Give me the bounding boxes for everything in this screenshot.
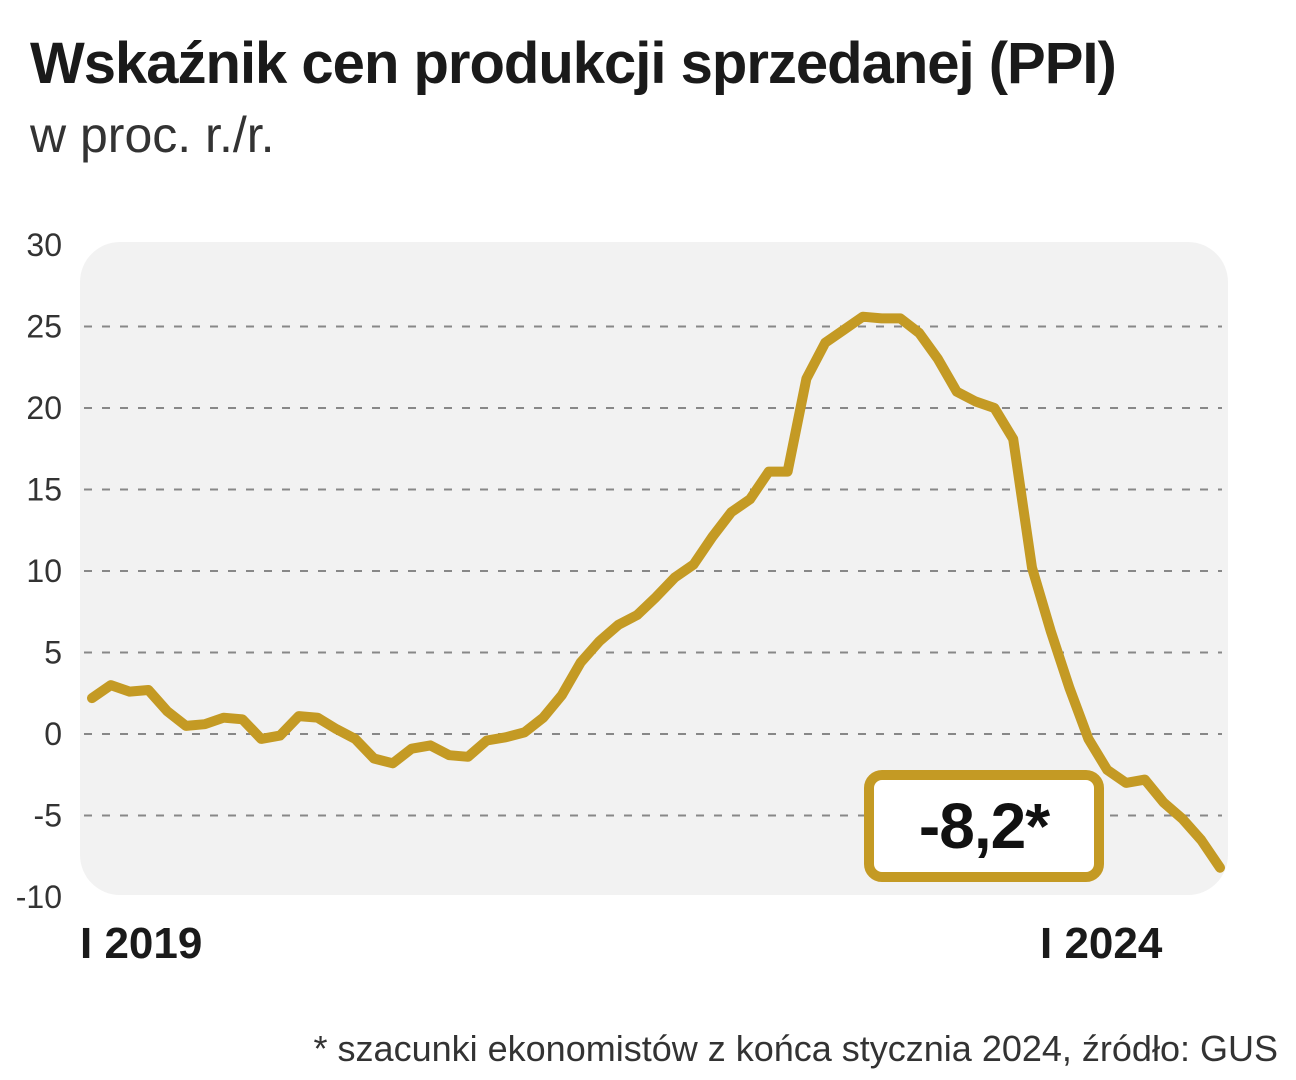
y-tick-label: 20 bbox=[26, 390, 62, 426]
chart-title: Wskaźnik cen produkcji sprzedanej (PPI) bbox=[30, 31, 1117, 96]
y-tick-label: -5 bbox=[34, 798, 62, 834]
x-axis-labels: I 2019 I 2024 bbox=[80, 919, 1163, 968]
y-tick-label: 0 bbox=[44, 716, 62, 752]
y-tick-label: -10 bbox=[16, 879, 62, 915]
ppi-series-line bbox=[87, 311, 1225, 873]
plot-background bbox=[80, 242, 1228, 895]
y-tick-label: 25 bbox=[26, 309, 62, 345]
footnote: * szacunki ekonomistów z końca stycznia … bbox=[313, 1028, 1278, 1069]
chart-subtitle: w proc. r./r. bbox=[30, 107, 275, 163]
y-axis-labels: 30 25 20 15 10 5 0 -5 -10 bbox=[16, 227, 62, 915]
x-tick-label: I 2019 bbox=[80, 919, 202, 968]
y-tick-label: 15 bbox=[26, 472, 62, 508]
last-value-callout: -8,2* bbox=[864, 770, 1104, 882]
y-tick-label: 10 bbox=[26, 553, 62, 589]
y-tick-label: 30 bbox=[26, 227, 62, 263]
y-tick-label: 5 bbox=[44, 635, 62, 671]
x-tick-label: I 2024 bbox=[1040, 919, 1163, 968]
